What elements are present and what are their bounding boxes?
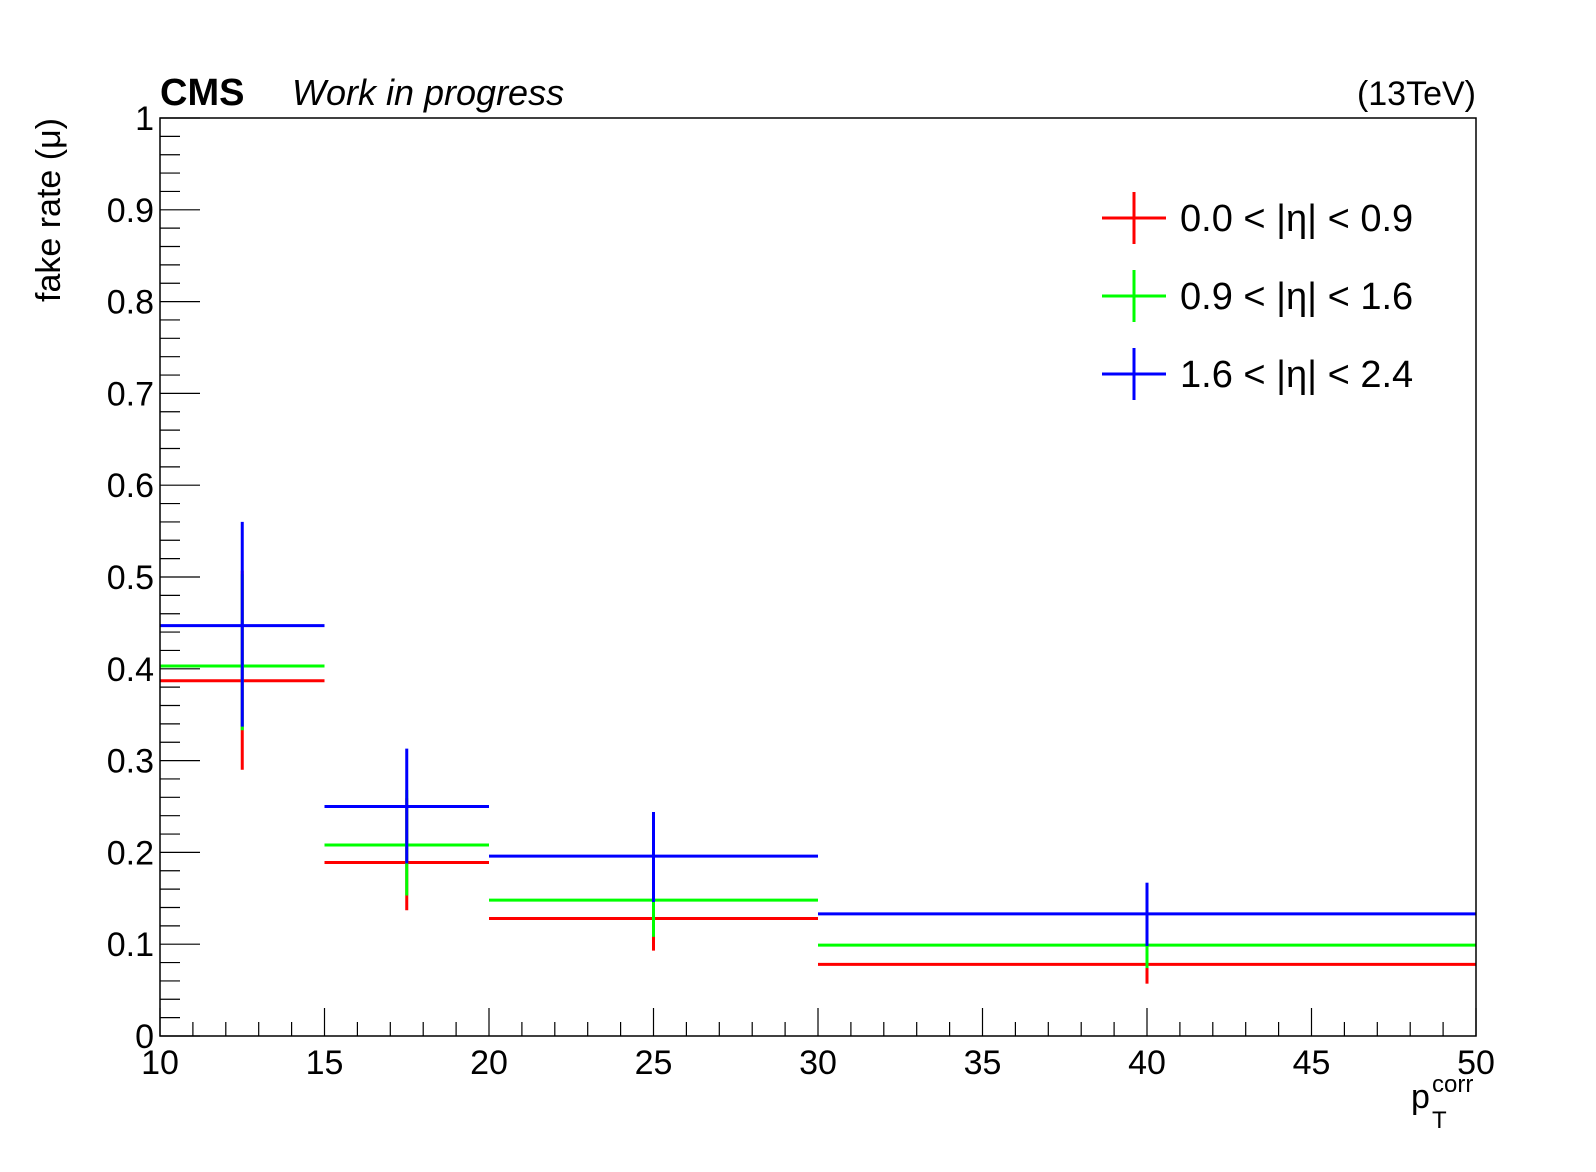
energy-label: (13TeV) xyxy=(1357,75,1476,113)
legend-label: 0.9 < |η| < 1.6 xyxy=(1180,276,1413,318)
y-tick-label: 0.2 xyxy=(107,834,154,872)
x-tick-label: 10 xyxy=(141,1044,179,1082)
x-tick-label: 30 xyxy=(799,1044,837,1082)
x-axis-title-base: p xyxy=(1411,1078,1430,1116)
legend: 0.0 < |η| < 0.9 0.9 < |η| < 1.6 1.6 < |η| … xyxy=(1102,192,1413,400)
y-tick-label: 0.1 xyxy=(107,926,154,964)
y-tick-label: 0.9 xyxy=(107,192,154,230)
series-2 xyxy=(160,521,1476,947)
legend-label: 0.0 < |η| < 0.9 xyxy=(1180,198,1413,240)
legend-entry: 0.0 < |η| < 0.9 xyxy=(1102,192,1413,244)
tick-labels: 10 15 20 25 30 35 40 45 50 0 0.1 0.2 0.3 0.4 0.5 0.6 0.7… xyxy=(107,100,1495,1082)
x-axis-title-sup: corr xyxy=(1432,1071,1473,1098)
legend-entry: 1.6 < |η| < 2.4 xyxy=(1102,348,1413,400)
y-tick-label: 0.7 xyxy=(107,375,154,413)
legend-entry: 0.9 < |η| < 1.6 xyxy=(1102,270,1413,322)
x-tick-label: 45 xyxy=(1293,1044,1331,1082)
y-tick-label: 0.5 xyxy=(107,559,154,597)
x-axis-title: p corr T xyxy=(1411,1071,1473,1134)
x-tick-label: 40 xyxy=(1128,1044,1166,1082)
series-1 xyxy=(160,574,1476,969)
x-tick-label: 20 xyxy=(470,1044,508,1082)
legend-label: 1.6 < |η| < 2.4 xyxy=(1180,354,1413,396)
plot-frame xyxy=(159,117,1477,1037)
tick-marks xyxy=(159,117,1477,1037)
y-tick-label: 0.4 xyxy=(107,651,154,689)
series-0 xyxy=(160,570,1476,984)
x-tick-label: 25 xyxy=(635,1044,673,1082)
y-axis-title: fake rate (μ) xyxy=(30,118,68,302)
y-tick-label: 1 xyxy=(135,100,154,138)
cms-label: CMS xyxy=(160,72,244,114)
x-tick-label: 50 xyxy=(1457,1044,1495,1082)
x-tick-label: 35 xyxy=(964,1044,1002,1082)
work-in-progress-label: Work in progress xyxy=(292,72,564,113)
y-tick-label: 0.8 xyxy=(107,284,154,322)
y-tick-label: 0.6 xyxy=(107,467,154,505)
x-tick-label: 15 xyxy=(306,1044,344,1082)
y-tick-label: 0 xyxy=(135,1018,154,1056)
data-series xyxy=(160,521,1476,984)
y-tick-label: 0.3 xyxy=(107,743,154,781)
x-axis-title-sub: T xyxy=(1432,1107,1447,1134)
